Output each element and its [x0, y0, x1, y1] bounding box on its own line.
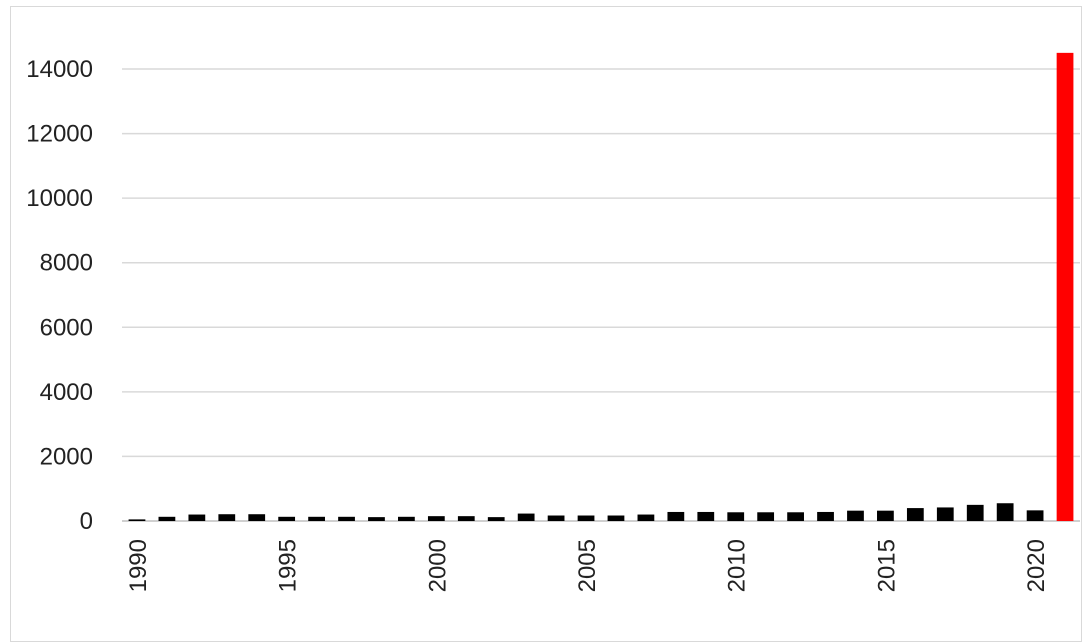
bar	[457, 516, 475, 521]
bar	[188, 514, 206, 521]
bar	[607, 515, 625, 521]
bar	[757, 512, 775, 521]
x-tick-label: 2000	[424, 539, 451, 592]
bar	[427, 516, 445, 521]
bar	[1026, 510, 1044, 521]
bar	[996, 503, 1014, 521]
bar	[547, 515, 565, 521]
x-tick-label: 2005	[574, 539, 601, 592]
y-tick-label: 2000	[40, 443, 93, 470]
y-tick-label: 8000	[40, 250, 93, 277]
x-tick-label: 2020	[1023, 539, 1050, 592]
bar	[218, 514, 236, 521]
y-tick-label: 12000	[26, 121, 93, 148]
bar	[338, 516, 355, 521]
bar	[128, 519, 146, 521]
x-tick-label: 2010	[724, 539, 751, 592]
x-tick-label: 1995	[275, 539, 302, 592]
bar	[398, 516, 415, 521]
bar	[966, 504, 984, 521]
bar-highlighted	[1056, 52, 1074, 522]
bar	[936, 507, 954, 521]
y-axis-tick-labels: 0 2000 4000 6000 8000 10000 12000 14000	[26, 56, 93, 535]
x-axis-tick-labels: 1990 1995 2000 2005 2010 2015 2020	[125, 539, 1050, 592]
y-tick-label: 6000	[40, 314, 93, 341]
bar	[906, 508, 924, 521]
bar	[727, 512, 745, 521]
bar	[577, 515, 595, 521]
y-tick-label: 4000	[40, 379, 93, 406]
bars	[128, 52, 1074, 522]
bar	[278, 516, 296, 521]
bar	[697, 511, 715, 521]
bar	[637, 514, 655, 521]
bar	[877, 510, 894, 521]
bar	[248, 514, 266, 521]
bar	[368, 517, 385, 521]
bar	[787, 512, 804, 521]
y-tick-label: 0	[80, 508, 93, 535]
bar	[847, 510, 864, 521]
y-tick-label: 14000	[26, 56, 93, 83]
gridlines	[122, 68, 1080, 458]
chart-frame	[10, 6, 1082, 642]
bar	[308, 516, 325, 521]
bar	[158, 516, 176, 521]
bar	[517, 513, 535, 521]
bar	[487, 517, 505, 521]
x-tick-label: 2015	[873, 539, 900, 592]
bar	[817, 511, 834, 521]
bar	[667, 511, 685, 521]
y-tick-label: 10000	[26, 185, 93, 212]
x-tick-label: 1990	[125, 539, 152, 592]
